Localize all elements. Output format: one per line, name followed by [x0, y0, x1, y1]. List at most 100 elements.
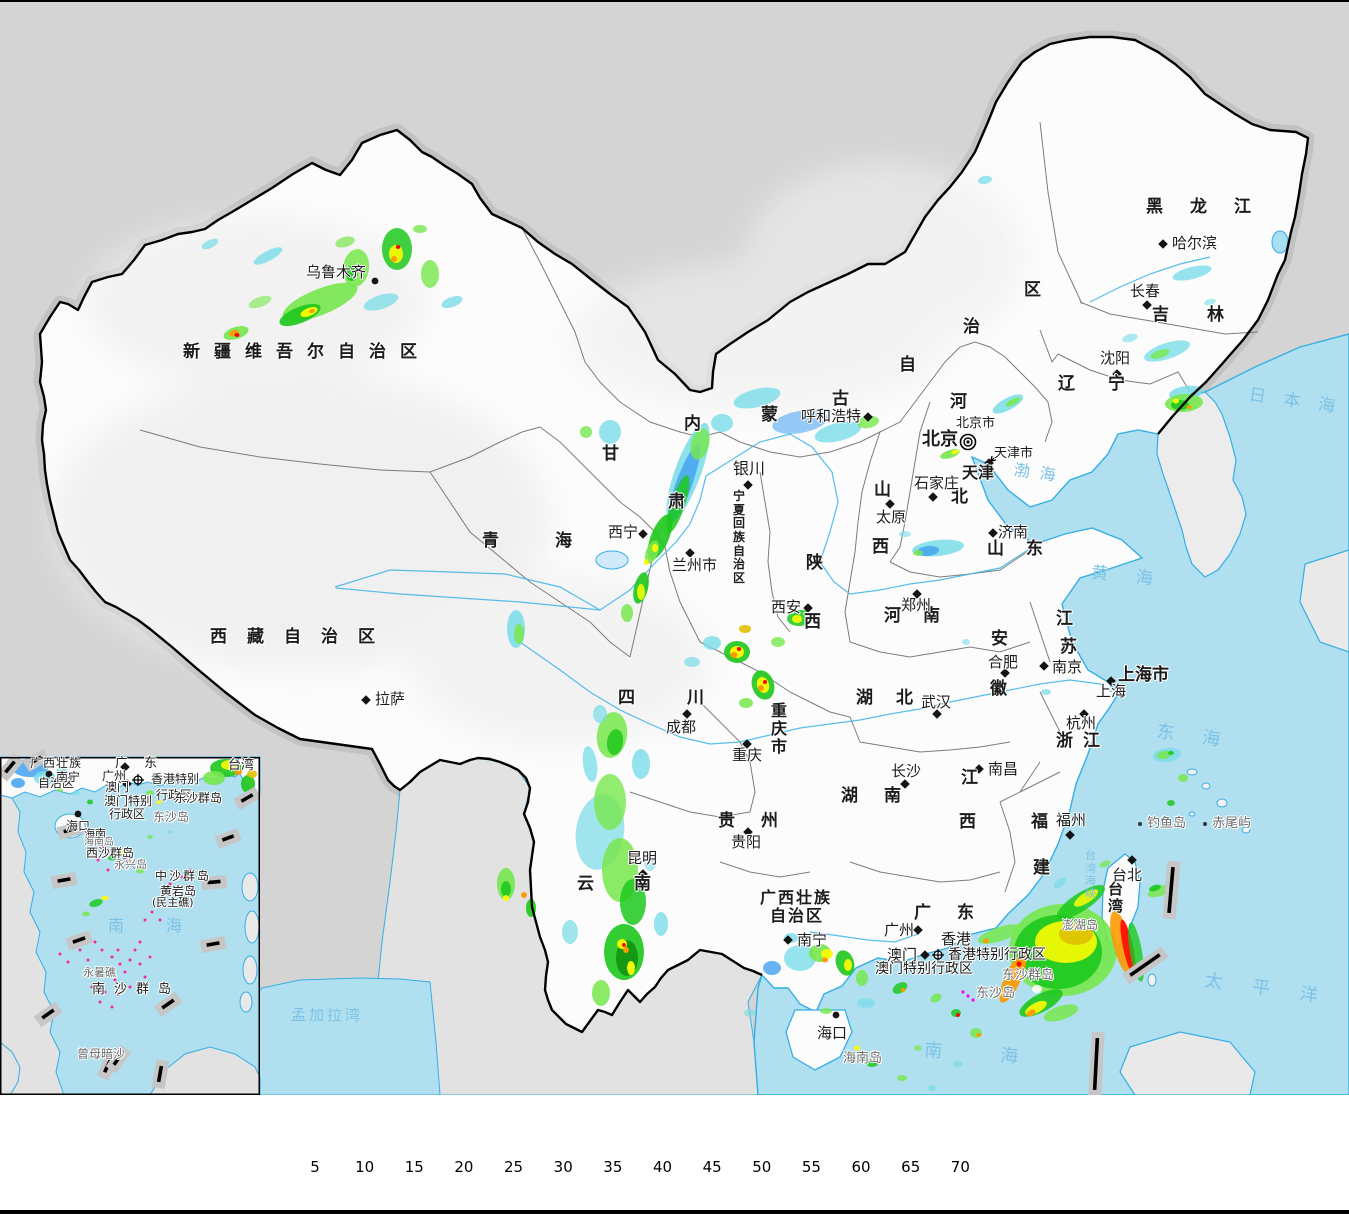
radar-echo: [599, 420, 621, 444]
province-label: 广西壮族: [760, 888, 833, 907]
terrain-shading: [50, 162, 1025, 747]
island-marker: [96, 975, 100, 979]
island-marker: [123, 970, 127, 974]
inset-label: 东沙岛: [153, 810, 190, 824]
province-label: 治: [963, 317, 980, 337]
province-label: 河南: [884, 606, 962, 626]
province-label: 建: [1033, 858, 1050, 878]
province-label: 黑龙江: [1146, 197, 1278, 217]
inset-label: 黄岩岛: [160, 884, 197, 898]
boundary-dash: [240, 793, 254, 803]
radar-echo: [637, 584, 645, 600]
city-label: 合肥: [988, 653, 1019, 671]
sea-label: 太平洋: [1203, 970, 1349, 1011]
legend-tick: 65: [901, 1158, 921, 1176]
island-marker: [161, 890, 165, 894]
inset-label: 西沙群岛: [86, 846, 135, 860]
inset-label: 行政区: [156, 788, 193, 802]
radar-echo: [623, 947, 629, 953]
radar-echo: [203, 771, 225, 785]
radar-echo: [913, 550, 923, 556]
boundary-dash: [72, 936, 86, 944]
radar-echo: [521, 892, 527, 898]
city-label: 福州: [1056, 811, 1087, 829]
radar-echo: [736, 647, 742, 651]
korea-land: [1156, 391, 1247, 578]
city-diamond-marker: [743, 480, 753, 490]
radar-echo: [441, 295, 463, 309]
province-label: 湖北: [856, 688, 936, 708]
city-label: 南宁: [797, 931, 828, 949]
radar-echo: [503, 895, 509, 901]
boundary-dash: [206, 941, 220, 947]
capital-marker: [966, 440, 970, 444]
radar-echo: [146, 790, 154, 796]
province-label: 山: [874, 480, 891, 500]
province-label: 西: [959, 812, 976, 832]
radar-echo: [89, 899, 103, 907]
city-label: 昆明: [627, 849, 658, 867]
city-label: 澳门特别行政区: [875, 961, 973, 977]
boundary-dash: [4, 760, 16, 774]
radar-echo: [857, 415, 879, 429]
city-label: 台北: [1112, 866, 1143, 884]
island-label: 澎湖岛: [1062, 918, 1099, 932]
island-label: 钓鱼岛: [1147, 816, 1187, 831]
radar-echo: [1157, 750, 1171, 760]
island-marker: [128, 985, 132, 989]
city-diamond-marker: [682, 709, 692, 719]
island-marker: [966, 994, 970, 998]
inset-label: 海口: [66, 819, 91, 833]
province-label: 徽: [990, 679, 1007, 699]
radar-echo: [363, 293, 399, 311]
radar-echo: [857, 998, 875, 1008]
sar-marker: [932, 949, 944, 961]
inset-label: 广东: [115, 756, 174, 771]
province-label: 宁夏回族自治区: [733, 489, 746, 586]
capital-marker: [963, 437, 973, 447]
legend-tick: 55: [801, 1158, 821, 1176]
radar-echo: [234, 333, 240, 337]
province-label: 河: [950, 392, 967, 412]
island-marker: [158, 918, 162, 922]
radar-echo: [962, 639, 970, 645]
island-marker: [116, 948, 120, 952]
radar-echo: [1041, 689, 1051, 695]
city-label: 武汉: [921, 693, 952, 711]
island-label: 海南岛: [843, 1051, 883, 1066]
inset-label: 永暑礁: [83, 966, 116, 979]
city-label: 广州: [884, 921, 915, 939]
radar-echo: [1186, 405, 1192, 409]
city-label: 成都: [666, 718, 697, 736]
province-label: 区: [1024, 280, 1041, 300]
radar-echo: [1173, 398, 1179, 404]
island-dot-marker: [1138, 822, 1142, 826]
radar-echo: [763, 680, 767, 684]
radar-echo: [247, 770, 257, 778]
city-label: 贵阳: [731, 833, 762, 851]
radar-echo: [82, 911, 90, 917]
city-label: 天津市: [994, 446, 1034, 461]
radar-echo: [606, 729, 624, 755]
radar-echo: [201, 238, 219, 250]
city-label: 拉萨: [375, 690, 406, 708]
radar-echo: [730, 652, 738, 658]
city-label: 呼和浩特: [801, 407, 862, 425]
island-marker: [103, 990, 107, 994]
city-label: 北京市: [956, 416, 996, 431]
province-label: 湖南: [841, 786, 927, 806]
radar-echo: [147, 835, 153, 839]
radar-echo: [899, 531, 911, 537]
province-label: 甘: [602, 444, 619, 464]
radar-echo: [126, 860, 132, 864]
island-marker: [110, 955, 114, 959]
legend-tick: 15: [404, 1158, 424, 1176]
radar-echo: [976, 1033, 982, 1037]
inset-label: (民主礁): [152, 896, 194, 909]
radar-echo: [953, 1061, 963, 1067]
island-marker: [93, 940, 97, 944]
radar-echo: [1099, 860, 1111, 868]
island-marker: [116, 862, 120, 866]
island-marker: [143, 975, 147, 979]
province-label: 西: [804, 612, 821, 632]
